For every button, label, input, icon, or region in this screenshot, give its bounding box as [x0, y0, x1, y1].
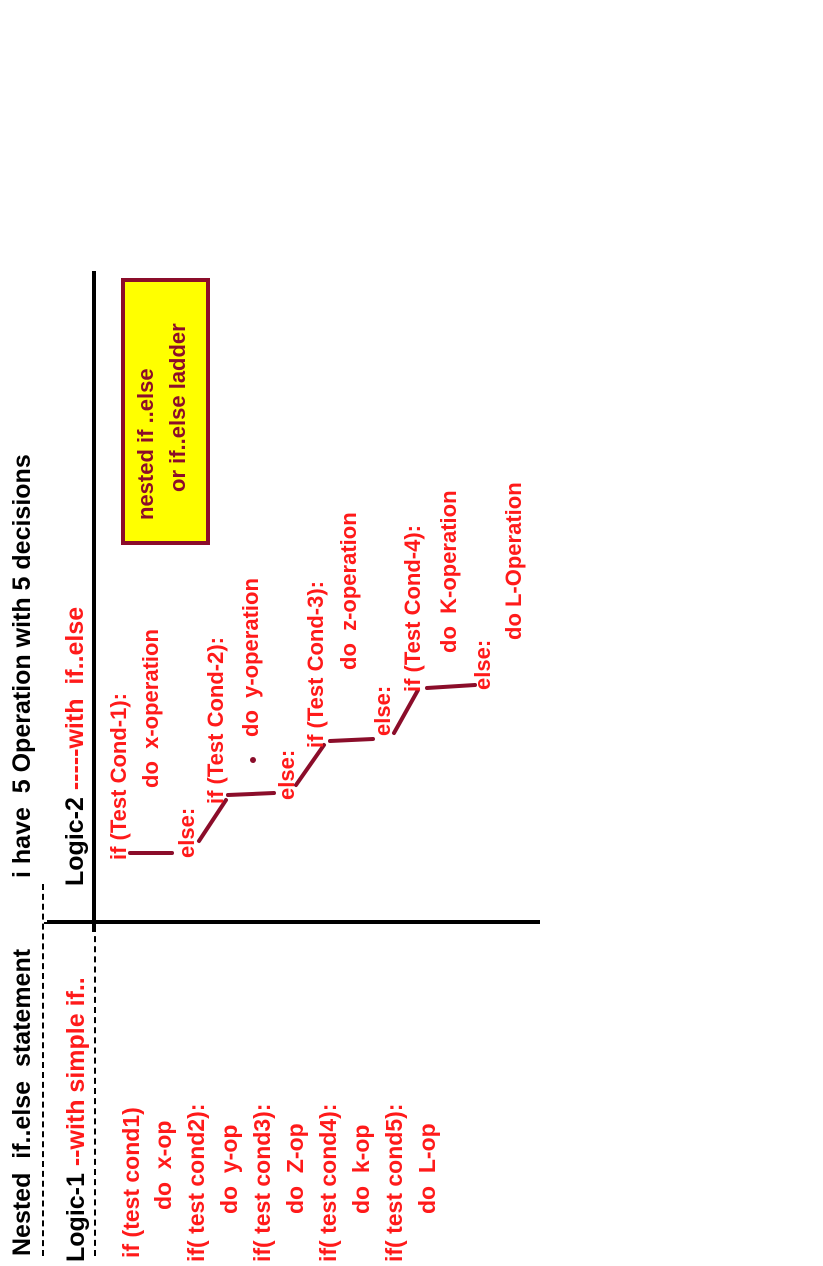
horizontal-divider	[47, 920, 540, 924]
callout-box	[121, 278, 210, 545]
logic-separator	[44, 922, 94, 924]
logic1-underline	[94, 926, 96, 1256]
ladder-operation: do x-operation	[138, 629, 163, 788]
callout-line-1: nested if ..else	[133, 368, 158, 520]
ladder-else: else:	[470, 639, 495, 690]
ladder-else: else:	[174, 807, 199, 858]
ladder-condition: if (Test Cond-3):	[303, 580, 328, 748]
title-underline	[42, 884, 44, 1256]
ladder-final-operation: do L-Operation	[501, 482, 526, 640]
ladder-operation: do z-operation	[336, 512, 361, 670]
callout-line-2: or if..else ladder	[165, 323, 190, 492]
ladder-else: else:	[274, 749, 299, 800]
ladder-operation: do K-operation	[436, 490, 461, 653]
vertical-divider	[92, 271, 96, 932]
ladder-condition: if (Test Cond-2):	[203, 636, 228, 804]
ladder-else: else:	[370, 685, 395, 736]
ladder-operation: do y-operation	[238, 578, 263, 737]
ladder-condition: if (Test Cond-4):	[400, 524, 425, 692]
ladder-condition: if (Test Cond-1):	[106, 692, 131, 860]
